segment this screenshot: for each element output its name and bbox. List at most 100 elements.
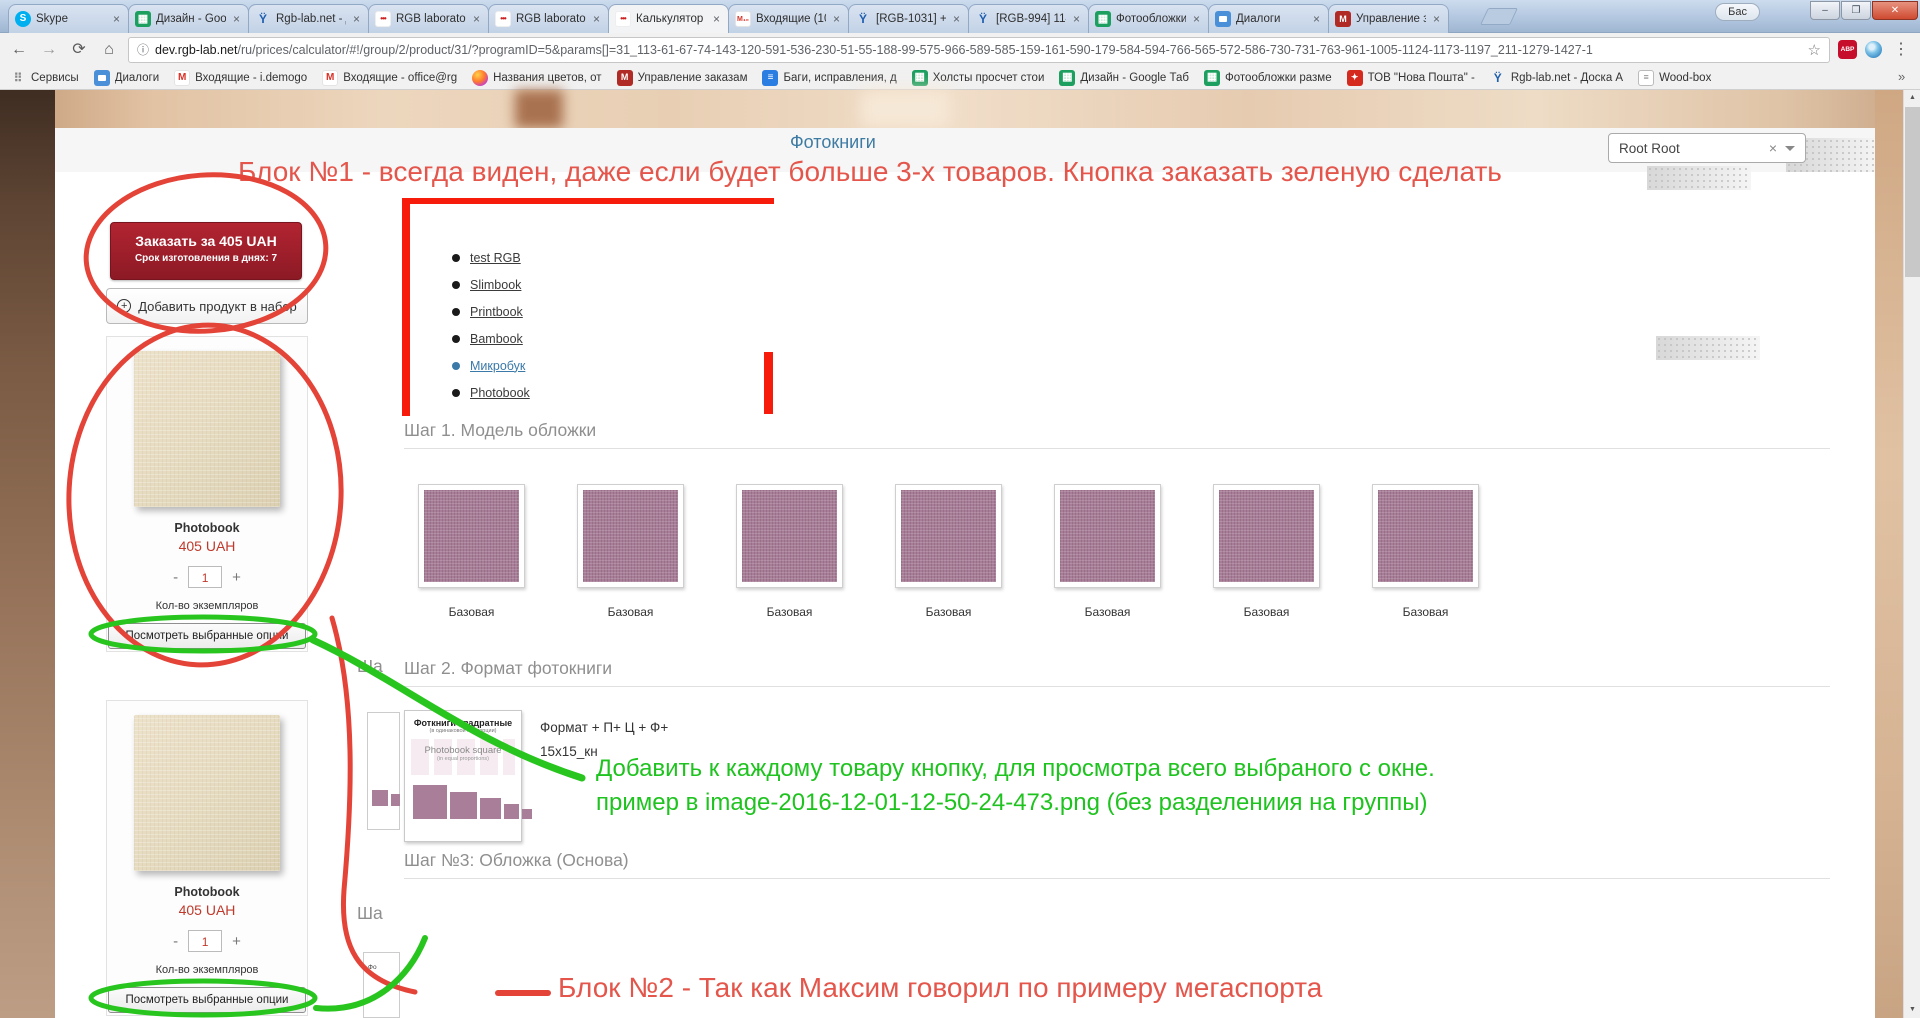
scrollbar-thumb[interactable] <box>1905 107 1920 277</box>
cover-model-option[interactable]: Базовая <box>577 484 684 619</box>
browser-tab[interactable]: Дизайн - Goog × <box>128 4 249 33</box>
quantity-minus-button[interactable]: - <box>173 568 179 586</box>
product-type-item[interactable]: Printbook <box>452 298 530 325</box>
page-background-photo <box>0 90 1920 128</box>
browser-tab[interactable]: Диалоги × <box>1208 4 1329 33</box>
bookmark-star-icon[interactable]: ☆ <box>1807 41 1821 59</box>
page-scrollbar[interactable]: ▲ ▼ <box>1903 90 1920 1018</box>
info-icon[interactable]: ⓘ <box>137 43 150 57</box>
cover-model-option[interactable]: Базовая <box>418 484 525 619</box>
bookmark-item[interactable]: Wood-box <box>1638 69 1711 86</box>
product-type-item[interactable]: Bambook <box>452 325 530 352</box>
quantity-minus-button[interactable]: - <box>173 932 179 950</box>
address-bar[interactable]: ⓘ dev.rgb-lab.net/ru/prices/calculator/#… <box>128 36 1830 63</box>
quantity-plus-button[interactable]: + <box>232 932 241 950</box>
tab-close-icon[interactable]: × <box>472 12 480 26</box>
cover-model-option[interactable]: Базовая <box>736 484 843 619</box>
product-type-link[interactable]: Printbook <box>470 304 523 319</box>
cover-swatch-card[interactable] <box>1054 484 1161 588</box>
tab-close-icon[interactable]: × <box>1432 12 1440 26</box>
product-card: Photobook 405 UAH - 1 + Кол-во экземпляр… <box>106 700 308 1016</box>
cover-model-option[interactable]: Базовая <box>1054 484 1161 619</box>
view-selected-options-button[interactable]: Посмотреть выбранные опции <box>108 987 306 1013</box>
tab-close-icon[interactable]: × <box>1072 12 1080 26</box>
bookmark-item[interactable]: Диалоги <box>93 69 159 86</box>
bookmark-item[interactable]: Баги, исправления, д <box>762 69 897 86</box>
browser-tab[interactable]: Фотообложки × <box>1088 4 1209 33</box>
tab-close-icon[interactable]: × <box>952 12 960 26</box>
profile-button[interactable]: Бас <box>1715 3 1760 21</box>
clear-icon[interactable]: × <box>1768 140 1777 156</box>
product-type-link[interactable]: Slimbook <box>470 277 522 292</box>
cover-model-option[interactable]: Базовая <box>1213 484 1320 619</box>
quantity-plus-button[interactable]: + <box>232 568 241 586</box>
tab-close-icon[interactable]: × <box>592 12 600 26</box>
cover-swatch-card[interactable] <box>895 484 1002 588</box>
scrollbar-up-icon[interactable]: ▲ <box>1909 94 1916 101</box>
add-product-to-set-button[interactable]: + Добавить продукт в набор <box>106 288 308 324</box>
tab-close-icon[interactable]: × <box>352 12 360 26</box>
browser-tab[interactable]: RGB laboratory × <box>488 4 609 33</box>
tab-close-icon[interactable]: × <box>1312 12 1320 26</box>
chrome-menu-icon[interactable]: ⋮ <box>1893 40 1909 58</box>
adblock-extension-icon[interactable]: ABP <box>1838 40 1857 59</box>
bookmark-item[interactable]: Управление заказам <box>616 69 747 86</box>
browser-tab[interactable]: Входящие (10) × <box>728 4 849 33</box>
tab-close-icon[interactable]: × <box>112 12 120 26</box>
bookmarks-overflow-icon[interactable]: » <box>1898 69 1906 84</box>
new-tab-button[interactable] <box>1480 8 1518 25</box>
tab-close-icon[interactable]: × <box>1192 12 1200 26</box>
quantity-input[interactable]: 1 <box>188 566 223 588</box>
product-type-link[interactable]: Photobook <box>470 385 530 400</box>
format-card[interactable]: Фоткниги квадратные (в одинаковой пропор… <box>404 710 532 842</box>
quantity-input[interactable]: 1 <box>188 930 223 952</box>
browser-tab[interactable]: Skype × <box>8 4 129 33</box>
tab-close-icon[interactable]: × <box>832 12 840 26</box>
reload-icon[interactable]: ⟳ <box>72 40 86 58</box>
window-minimize-button[interactable]: – <box>1810 1 1840 20</box>
back-icon[interactable]: ← <box>11 40 27 58</box>
tab-close-icon[interactable]: × <box>712 12 720 26</box>
browser-tab[interactable]: Rgb-lab.net - Д × <box>248 4 369 33</box>
scrollbar-down-icon[interactable]: ▼ <box>1909 1006 1916 1013</box>
cover-model-option[interactable]: Базовая <box>895 484 1002 619</box>
browser-tab[interactable]: RGB laboratory × <box>368 4 489 33</box>
bookmark-item[interactable]: Rgb-lab.net - Доска А <box>1490 70 1623 86</box>
browser-tab[interactable]: Калькулятор – × <box>608 4 729 33</box>
chevron-down-icon[interactable] <box>1785 145 1795 151</box>
browser-tab[interactable]: Управление за × <box>1328 4 1449 33</box>
home-icon[interactable]: ⌂ <box>104 40 114 58</box>
browser-tab[interactable]: [RGB-994] 114. × <box>968 4 1089 33</box>
forward-icon[interactable]: → <box>41 40 57 58</box>
bookmark-item[interactable]: Названия цветов, от <box>472 69 602 86</box>
bookmark-item[interactable]: Сервисы <box>10 70 79 86</box>
product-type-item[interactable]: test RGB <box>452 244 530 271</box>
tab-close-icon[interactable]: × <box>232 12 240 26</box>
bookmark-item[interactable]: Входящие - i.demogo <box>174 69 307 86</box>
cover-swatch-card[interactable] <box>736 484 843 588</box>
product-type-link[interactable]: Bambook <box>470 331 523 346</box>
cover-swatch-card[interactable] <box>1213 484 1320 588</box>
product-type-item[interactable]: Микробук <box>452 352 530 379</box>
bookmark-item[interactable]: Входящие - office@rg <box>322 69 457 86</box>
bookmark-item[interactable]: Дизайн - Google Таб <box>1059 69 1189 86</box>
cover-swatch-card[interactable] <box>577 484 684 588</box>
browser-tab[interactable]: [RGB-1031] ++ × <box>848 4 969 33</box>
bookmark-item[interactable]: Фотообложки разме <box>1204 69 1332 86</box>
cover-model-option[interactable]: Базовая <box>1372 484 1479 619</box>
bookmark-item[interactable]: Холсты просчет стои <box>911 69 1044 86</box>
window-close-button[interactable]: ✕ <box>1872 1 1918 20</box>
order-button[interactable]: Заказать за 405 UAH Срок изготовления в … <box>110 222 302 280</box>
product-type-link[interactable]: Микробук <box>470 358 526 373</box>
extension-icon[interactable] <box>1865 41 1882 58</box>
bookmark-item[interactable]: ТОВ "Нова Пошта" - <box>1346 69 1475 86</box>
window-controls: – ❐ ✕ <box>1810 1 1918 20</box>
cover-swatch-card[interactable] <box>1372 484 1479 588</box>
product-type-item[interactable]: Photobook <box>452 379 530 406</box>
root-select[interactable]: Root Root × <box>1608 133 1806 163</box>
product-type-item[interactable]: Slimbook <box>452 271 530 298</box>
product-type-link[interactable]: test RGB <box>470 250 521 265</box>
cover-swatch-card[interactable] <box>418 484 525 588</box>
window-maximize-button[interactable]: ❐ <box>1841 1 1871 20</box>
view-selected-options-button[interactable]: Посмотреть выбранные опции <box>108 623 306 649</box>
